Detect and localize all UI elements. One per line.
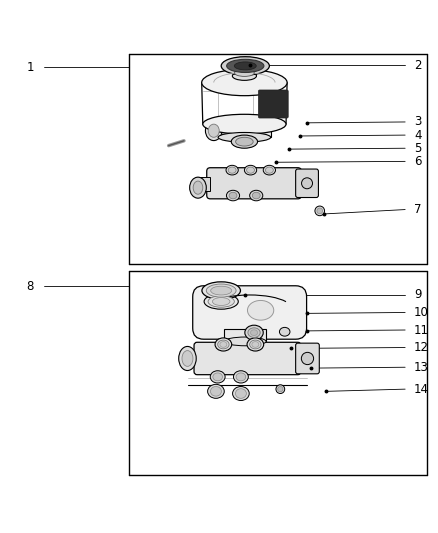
Text: 4: 4: [414, 128, 421, 142]
Ellipse shape: [231, 135, 258, 148]
Bar: [218, 122, 271, 138]
Ellipse shape: [210, 371, 225, 383]
Ellipse shape: [244, 165, 257, 175]
Ellipse shape: [205, 121, 222, 141]
Ellipse shape: [263, 165, 276, 175]
Ellipse shape: [317, 208, 322, 214]
Ellipse shape: [179, 346, 196, 370]
Ellipse shape: [233, 386, 249, 400]
Ellipse shape: [228, 167, 236, 173]
Ellipse shape: [220, 342, 227, 348]
Ellipse shape: [235, 69, 254, 76]
Bar: [224, 329, 266, 342]
Text: 5: 5: [414, 142, 421, 155]
Ellipse shape: [208, 296, 234, 307]
Ellipse shape: [247, 338, 264, 351]
Bar: [197, 177, 210, 191]
Ellipse shape: [218, 133, 271, 142]
Text: 7: 7: [414, 203, 421, 216]
Ellipse shape: [234, 62, 256, 70]
Ellipse shape: [236, 373, 246, 381]
Text: 12: 12: [414, 341, 429, 354]
FancyBboxPatch shape: [193, 286, 307, 339]
Ellipse shape: [276, 385, 285, 393]
FancyBboxPatch shape: [258, 90, 288, 118]
Ellipse shape: [236, 138, 253, 146]
Ellipse shape: [229, 192, 237, 199]
Ellipse shape: [301, 178, 312, 189]
Ellipse shape: [233, 371, 248, 383]
Ellipse shape: [182, 351, 193, 366]
Ellipse shape: [251, 330, 258, 335]
Text: 6: 6: [414, 155, 421, 168]
Text: 11: 11: [414, 324, 429, 336]
Ellipse shape: [315, 206, 325, 216]
Ellipse shape: [204, 294, 238, 309]
Text: 8: 8: [26, 280, 34, 293]
Ellipse shape: [250, 190, 263, 201]
FancyBboxPatch shape: [296, 169, 318, 198]
Ellipse shape: [248, 328, 260, 337]
FancyBboxPatch shape: [296, 343, 319, 374]
Ellipse shape: [192, 178, 202, 190]
Ellipse shape: [210, 386, 221, 396]
Ellipse shape: [218, 117, 271, 127]
Ellipse shape: [190, 177, 206, 198]
Ellipse shape: [250, 340, 261, 349]
Bar: [234, 70, 256, 76]
Ellipse shape: [212, 297, 230, 305]
Ellipse shape: [226, 190, 240, 201]
Ellipse shape: [226, 165, 238, 175]
Ellipse shape: [247, 167, 254, 173]
Ellipse shape: [203, 114, 286, 134]
Ellipse shape: [247, 301, 274, 320]
Ellipse shape: [221, 56, 269, 75]
Ellipse shape: [213, 373, 223, 381]
Ellipse shape: [236, 389, 246, 398]
Ellipse shape: [206, 284, 236, 297]
Text: 13: 13: [414, 361, 429, 374]
Text: 3: 3: [414, 116, 421, 128]
Ellipse shape: [252, 342, 259, 348]
Ellipse shape: [208, 124, 219, 138]
Ellipse shape: [218, 340, 229, 349]
Text: 2: 2: [414, 59, 421, 71]
Ellipse shape: [245, 325, 263, 340]
Ellipse shape: [215, 338, 232, 351]
Ellipse shape: [252, 192, 260, 199]
Ellipse shape: [224, 337, 266, 346]
Text: 9: 9: [414, 288, 421, 302]
Ellipse shape: [233, 71, 257, 80]
FancyBboxPatch shape: [207, 168, 301, 199]
Ellipse shape: [208, 384, 224, 398]
Ellipse shape: [211, 286, 232, 295]
Ellipse shape: [201, 69, 287, 96]
Text: 10: 10: [414, 306, 429, 319]
Ellipse shape: [193, 181, 203, 194]
Text: 14: 14: [414, 383, 429, 395]
FancyBboxPatch shape: [194, 342, 301, 375]
Ellipse shape: [265, 167, 273, 173]
Ellipse shape: [227, 59, 264, 72]
Ellipse shape: [278, 386, 283, 392]
Ellipse shape: [202, 282, 240, 300]
Ellipse shape: [301, 352, 314, 365]
Text: 1: 1: [26, 61, 34, 74]
Ellipse shape: [279, 327, 290, 336]
